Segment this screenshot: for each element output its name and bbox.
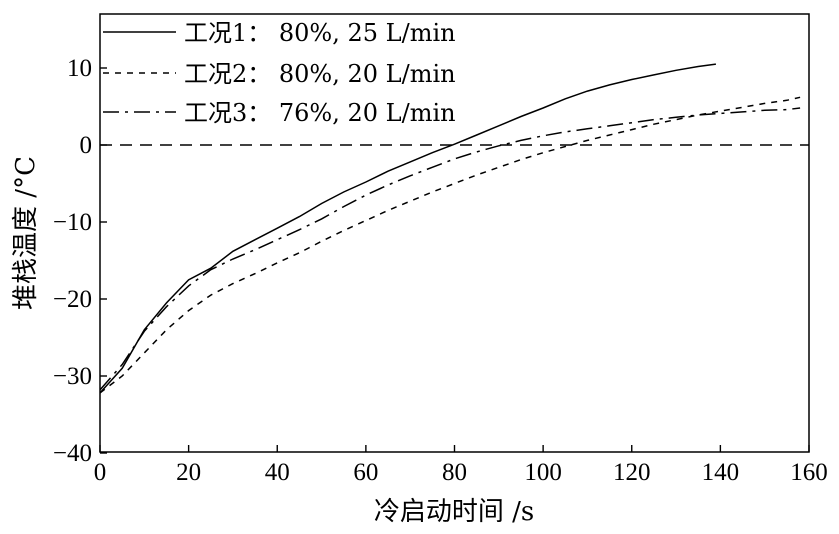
x-tick-label: 20 bbox=[176, 459, 201, 486]
series-layer bbox=[99, 63, 801, 394]
series-line-1 bbox=[99, 63, 717, 394]
legend-label-3: 工况3： 76%, 20 L/min bbox=[184, 99, 456, 127]
x-tick-label: 40 bbox=[265, 459, 290, 486]
y-tick-label: −10 bbox=[53, 209, 92, 236]
x-tick-label: 80 bbox=[442, 459, 467, 486]
ticks-layer: 0 20 40 60 80 100 120 140 160 −40 −30 −20 −10 0 10 bbox=[53, 55, 828, 486]
x-tick-label: 120 bbox=[613, 459, 651, 486]
legend-label-1: 工况1： 80%, 25 L/min bbox=[184, 19, 456, 47]
legend-label-2: 工况2： 80%, 20 L/min bbox=[184, 60, 456, 88]
x-tick-label: 140 bbox=[702, 459, 740, 486]
series-line-2 bbox=[99, 96, 801, 394]
y-axis-title: 堆栈温度 /°C bbox=[11, 156, 41, 310]
y-tick-label: −30 bbox=[53, 363, 92, 390]
x-axis-title: 冷启动时间 /s bbox=[374, 497, 534, 527]
y-tick-label: −40 bbox=[53, 440, 92, 467]
y-tick-label: 0 bbox=[80, 132, 93, 159]
x-tick-label: 60 bbox=[353, 459, 378, 486]
series-line-3 bbox=[99, 107, 801, 391]
x-tick-label: 160 bbox=[790, 459, 828, 486]
x-tick-label: 0 bbox=[94, 459, 107, 486]
legend: 工况1： 80%, 25 L/min 工况2： 80%, 20 L/min 工况3：… bbox=[103, 19, 456, 127]
x-tick-label: 100 bbox=[524, 459, 562, 486]
y-tick-label: −20 bbox=[53, 286, 92, 313]
y-tick-label: 10 bbox=[67, 55, 92, 82]
